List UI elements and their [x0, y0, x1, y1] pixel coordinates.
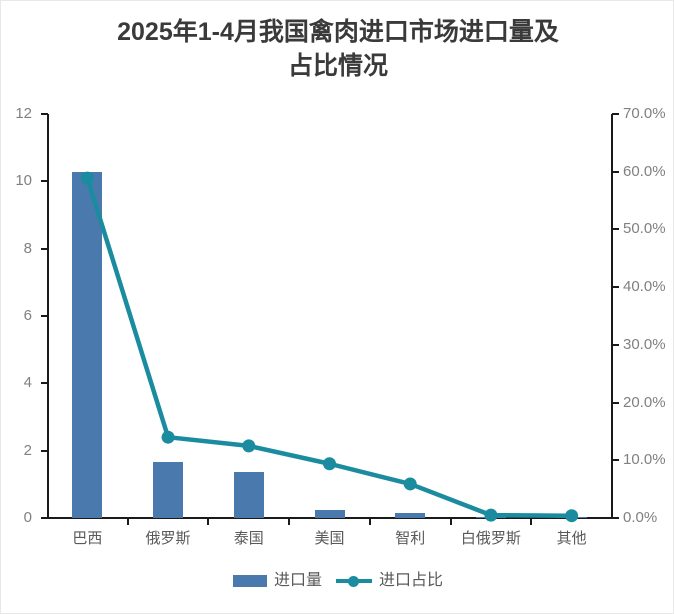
category-tick-mark: [288, 518, 291, 525]
left-tick-label: 6: [23, 307, 32, 324]
category-tick-mark: [207, 518, 210, 525]
bar-6[interactable]: [556, 516, 587, 518]
legend-bar-swatch-icon: [232, 575, 267, 587]
legend-item-import-share[interactable]: 进口占比: [336, 572, 443, 590]
bar-5[interactable]: [475, 516, 506, 518]
left-tick-mark: [41, 247, 48, 250]
bottom-axis-line: [47, 517, 613, 519]
chart-title: 2025年1-4月我国禽肉进口市场进口量及 占比情况: [117, 18, 559, 80]
left-tick-label: 4: [23, 374, 32, 392]
line-marker-1[interactable]: 俄罗斯: 14.0%: [161, 430, 175, 444]
legend-label-import-share: 进口占比: [379, 572, 444, 589]
left-tick-mark: [41, 517, 48, 519]
category-label-4: 智利: [395, 530, 426, 547]
category-tick-mark: [368, 518, 371, 525]
category-label-2: 泰国: [233, 530, 264, 547]
legend-item-import-volume[interactable]: 进口量: [232, 572, 322, 590]
right-tick-mark: [612, 113, 619, 115]
legend-label-import-volume: 进口量: [273, 572, 322, 589]
right-tick-label: 40.0%: [623, 278, 666, 296]
category-label-3: 美国: [314, 530, 345, 547]
left-tick-label: 12: [15, 105, 32, 122]
bar-0[interactable]: [72, 171, 103, 518]
right-tick-label: 50.0%: [623, 220, 666, 238]
chart-legend: 进口量 进口占比: [1, 572, 673, 590]
right-tick-mark: [612, 228, 619, 231]
right-tick-label: 60.0%: [623, 162, 666, 180]
left-tick-label: 10: [15, 172, 32, 190]
right-tick-mark: [612, 517, 619, 519]
line-marker-4[interactable]: 智利: 5.9%: [403, 477, 417, 491]
bar-1[interactable]: [153, 462, 184, 518]
line-marker-3[interactable]: 美国: 9.4%: [323, 457, 336, 471]
category-label-6: 其他: [556, 530, 587, 547]
left-axis-line: [47, 114, 49, 518]
left-tick-label: 2: [23, 441, 32, 459]
line-marker-5[interactable]: 白俄罗斯: 0.5%: [484, 508, 498, 522]
category-label-1: 俄罗斯: [145, 530, 191, 547]
right-tick-label: 20.0%: [623, 393, 666, 411]
line-marker-6[interactable]: 其他: 0.4%: [565, 509, 579, 523]
right-axis-line: [611, 114, 613, 518]
right-tick-label: 30.0%: [623, 335, 666, 353]
right-tick-label: 0.0%: [623, 509, 658, 526]
right-tick-mark: [612, 459, 619, 462]
right-tick-mark: [612, 343, 619, 346]
left-tick-mark: [41, 382, 48, 385]
left-tick-label: 8: [23, 239, 32, 257]
left-tick-mark: [41, 113, 48, 115]
bar-2[interactable]: [233, 472, 264, 518]
line-marker-2[interactable]: 泰国: 12.5%: [242, 439, 256, 453]
right-tick-mark: [612, 170, 619, 173]
left-tick-label: 0: [23, 509, 32, 526]
legend-line-swatch-icon: [336, 575, 372, 587]
bar-4[interactable]: [395, 512, 426, 518]
category-tick-mark: [126, 518, 129, 525]
left-tick-mark: [41, 449, 48, 452]
right-tick-mark: [612, 286, 619, 289]
right-tick-mark: [612, 401, 619, 404]
category-tick-mark: [449, 518, 452, 525]
category-label-5: 白俄罗斯: [460, 530, 521, 547]
left-tick-mark: [41, 180, 48, 183]
category-tick-mark: [530, 518, 533, 525]
right-tick-label: 10.0%: [623, 451, 666, 469]
right-tick-label: 70.0%: [623, 105, 666, 122]
bar-3[interactable]: [314, 509, 345, 518]
left-tick-mark: [41, 315, 48, 317]
category-label-0: 巴西: [72, 530, 103, 547]
